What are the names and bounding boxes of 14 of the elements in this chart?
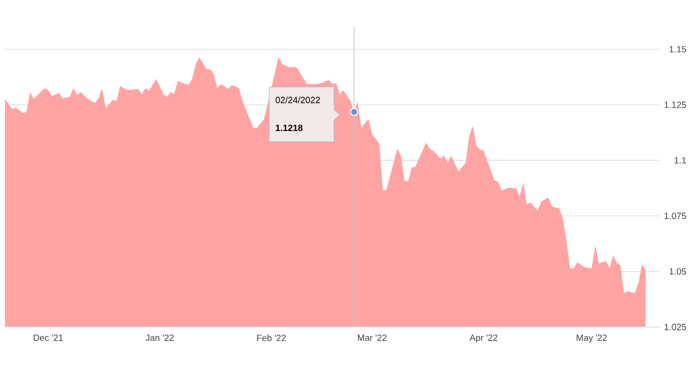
- x-tick-label: Mar '22: [358, 334, 386, 341]
- y-tick-label: 1.125: [664, 102, 686, 108]
- annotation: 1.1218: [276, 124, 303, 132]
- y-tick-label: 1.1: [674, 157, 686, 164]
- y-tick-label: 1.15: [670, 46, 686, 52]
- x-tick-label: Feb '22: [257, 334, 286, 342]
- y-tick-label: 1.05: [670, 268, 686, 275]
- x-tick-label: Apr '22: [470, 334, 498, 343]
- y-tick-label: 1.075: [664, 212, 686, 220]
- annotation: 02/24/2022: [276, 96, 320, 104]
- x-tick-label: Jan '22: [146, 334, 174, 341]
- x-tick-label: Dec '21: [34, 334, 63, 341]
- y-tick-label: 1.025: [664, 324, 686, 330]
- x-tick-label: May '22: [576, 334, 607, 343]
